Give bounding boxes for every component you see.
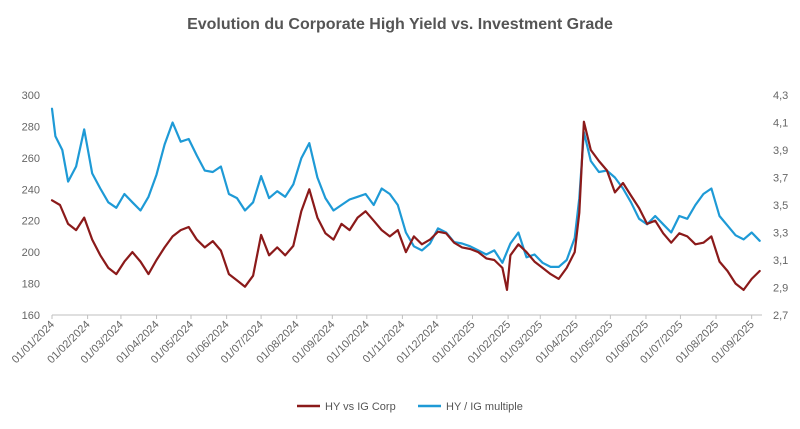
left-tick-label: 180 [22, 279, 40, 291]
legend-label-hy-vs-ig: HY vs IG Corp [325, 401, 396, 413]
chart-title: Evolution du Corporate High Yield vs. In… [187, 16, 613, 33]
left-tick-label: 300 [22, 90, 40, 102]
right-tick-label: 3,7 [773, 173, 788, 185]
left-tick-label: 160 [22, 310, 40, 322]
left-tick-label: 220 [22, 216, 40, 228]
legend: HY vs IG Corp HY / IG multiple [297, 401, 523, 413]
right-tick-label: 3,5 [773, 200, 788, 212]
left-tick-label: 260 [22, 153, 40, 165]
right-tick-label: 2,9 [773, 283, 788, 295]
right-axis-ticks: 2,7 2,9 3,1 3,3 3,5 3,7 3,9 4,1 4,3 [773, 90, 788, 322]
right-tick-label: 3,1 [773, 255, 788, 267]
series-line-hy-vs-ig [50, 120, 761, 291]
left-tick-label: 200 [22, 247, 40, 259]
right-tick-label: 3,9 [773, 145, 788, 157]
left-tick-label: 280 [22, 121, 40, 133]
x-axis-ticks: 01/01/202401/02/202401/03/202401/04/2024… [10, 315, 757, 366]
left-tick-label: 240 [22, 184, 40, 196]
right-tick-label: 4,3 [773, 90, 788, 102]
right-tick-label: 4,1 [773, 118, 788, 130]
legend-label-hy-ig-multiple: HY / IG multiple [446, 401, 523, 413]
left-axis-ticks: 160 180 200 220 240 260 280 300 [22, 90, 40, 322]
right-tick-label: 2,7 [773, 310, 788, 322]
series-line-hy-ig-multiple [50, 107, 761, 268]
right-tick-label: 3,3 [773, 228, 788, 240]
series-layer [50, 107, 761, 291]
